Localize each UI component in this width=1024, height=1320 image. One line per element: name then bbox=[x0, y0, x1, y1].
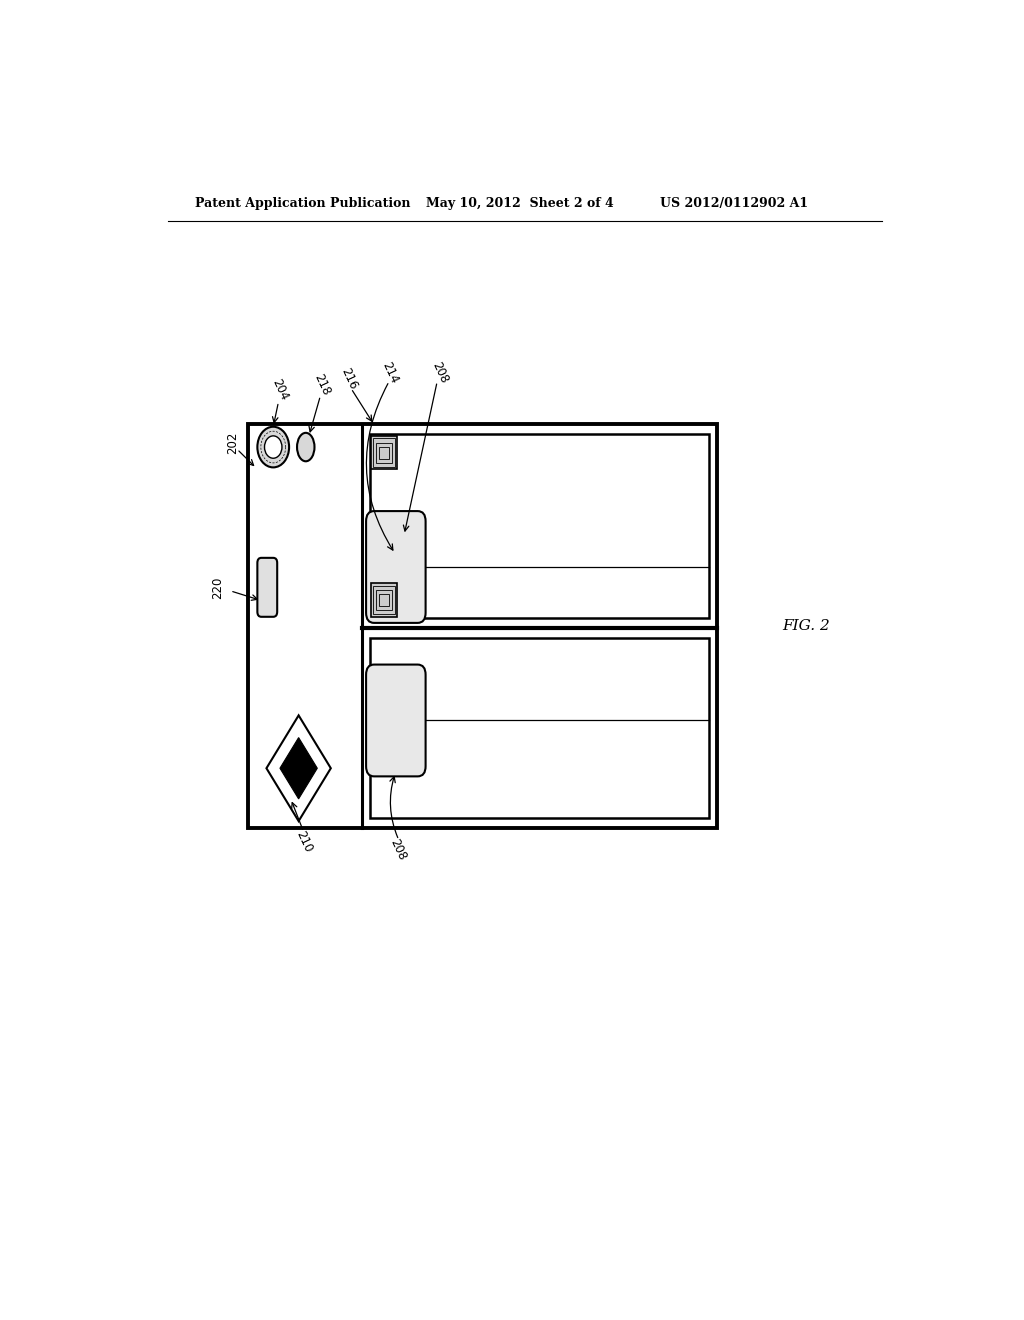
Bar bbox=[373, 438, 395, 467]
Bar bbox=[370, 638, 709, 818]
Text: 216: 216 bbox=[338, 366, 359, 392]
Circle shape bbox=[264, 436, 282, 458]
Text: 220: 220 bbox=[211, 576, 224, 598]
Bar bbox=[376, 442, 392, 463]
Text: 218: 218 bbox=[311, 372, 332, 397]
FancyBboxPatch shape bbox=[257, 558, 278, 616]
FancyBboxPatch shape bbox=[367, 511, 426, 623]
Text: 202: 202 bbox=[226, 432, 240, 454]
Text: Patent Application Publication: Patent Application Publication bbox=[196, 197, 411, 210]
Bar bbox=[379, 594, 388, 606]
Bar bbox=[376, 590, 392, 610]
Text: 214: 214 bbox=[379, 360, 400, 385]
Bar bbox=[248, 424, 717, 828]
Polygon shape bbox=[280, 738, 317, 799]
Text: 210: 210 bbox=[294, 829, 314, 854]
Bar bbox=[371, 436, 397, 470]
Text: 208: 208 bbox=[387, 837, 409, 862]
Bar bbox=[373, 586, 395, 614]
Text: FIG. 2: FIG. 2 bbox=[782, 619, 830, 634]
Text: 204: 204 bbox=[269, 378, 291, 403]
Ellipse shape bbox=[297, 433, 314, 461]
Bar bbox=[370, 434, 709, 618]
Circle shape bbox=[257, 426, 289, 467]
Bar bbox=[371, 583, 397, 616]
FancyBboxPatch shape bbox=[367, 664, 426, 776]
Text: May 10, 2012  Sheet 2 of 4: May 10, 2012 Sheet 2 of 4 bbox=[426, 197, 613, 210]
Text: 208: 208 bbox=[429, 360, 451, 385]
Text: US 2012/0112902 A1: US 2012/0112902 A1 bbox=[659, 197, 808, 210]
Bar bbox=[379, 446, 388, 458]
Polygon shape bbox=[266, 715, 331, 821]
